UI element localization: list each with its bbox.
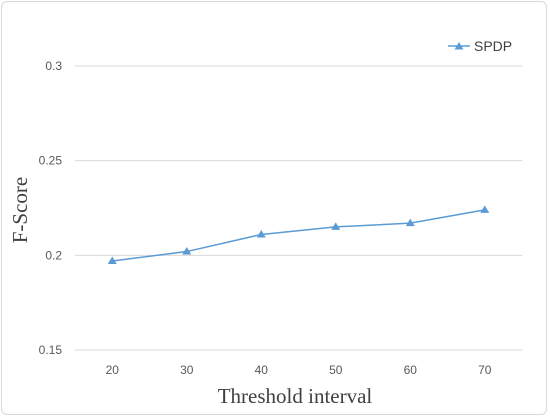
grid-lines <box>75 65 522 351</box>
legend: SPDP <box>448 38 512 54</box>
data-point-markers <box>107 205 490 265</box>
data-point-0-1 <box>182 247 192 255</box>
legend-label-spdp: SPDP <box>474 38 512 54</box>
x-tick-labels: 20 30 40 50 60 70 <box>106 363 492 377</box>
x-tick-label-0: 20 <box>106 363 120 377</box>
x-tick-label-4: 60 <box>404 363 418 377</box>
x-tick-label-3: 50 <box>329 363 343 377</box>
y-tick-label-2: 0.25 <box>39 154 63 168</box>
series-lines <box>112 209 485 262</box>
y-tick-label-0: 0.15 <box>39 343 63 357</box>
data-point-0-2 <box>256 230 266 238</box>
x-tick-label-5: 70 <box>478 363 492 377</box>
data-point-0-0 <box>107 256 117 265</box>
y-tick-label-1: 0.2 <box>45 248 62 262</box>
x-axis-title: Threshold interval <box>218 384 373 408</box>
x-tick-label-1: 30 <box>180 363 194 377</box>
y-tick-label-3: 0.3 <box>45 59 62 73</box>
x-tick-label-2: 40 <box>255 363 269 377</box>
data-point-0-5 <box>480 205 490 213</box>
y-tick-labels: 0.15 0.2 0.25 0.3 <box>39 59 63 357</box>
data-point-0-4 <box>405 218 415 227</box>
y-axis-title: F-Score <box>8 177 32 244</box>
legend-triangle-icon <box>454 42 464 50</box>
data-point-0-3 <box>331 222 341 230</box>
series-line-0 <box>112 209 485 262</box>
